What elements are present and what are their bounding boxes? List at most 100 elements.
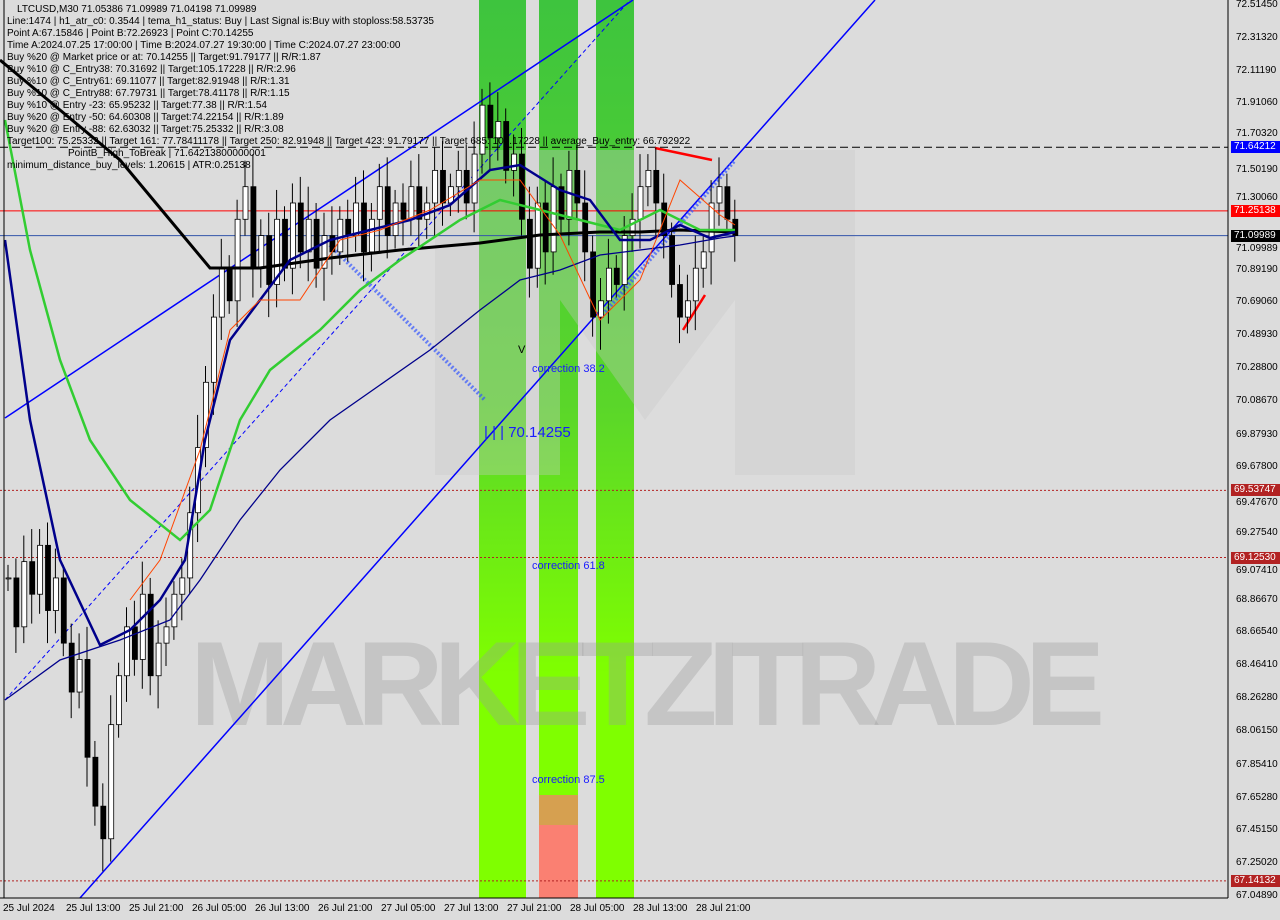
time-tick: 27 Jul 21:00 xyxy=(507,903,562,914)
price-level-tag: 69.12530 xyxy=(1231,551,1280,564)
candle-body xyxy=(242,186,249,220)
price-tick: 68.26280 xyxy=(1236,692,1278,704)
price-tick: 72.31320 xyxy=(1236,31,1278,43)
bull-zone xyxy=(539,0,578,898)
info-line: Buy %20 @ Entry -50: 64.60308 || Target:… xyxy=(7,112,284,123)
price-tick: 67.25020 xyxy=(1236,857,1278,869)
candle-body xyxy=(416,186,423,220)
candle-body xyxy=(313,218,320,269)
candle-body xyxy=(297,202,304,253)
candle-body xyxy=(440,169,446,204)
info-line: Target100: 75.25332 || Target 161: 77.78… xyxy=(7,136,691,147)
candle-body xyxy=(384,186,391,236)
candle-body xyxy=(677,284,683,318)
candle-body xyxy=(495,121,502,139)
candle-body xyxy=(250,186,257,269)
price-tick: 69.07410 xyxy=(1236,564,1278,576)
candle-body xyxy=(226,267,233,302)
price-tick: 69.87930 xyxy=(1236,428,1278,440)
point-b-label: PointB_High_ToBreak | 71.64213800000001 xyxy=(68,148,266,159)
candle-body xyxy=(487,104,494,139)
candle-body xyxy=(408,186,415,220)
time-tick: 26 Jul 21:00 xyxy=(318,903,373,914)
candles xyxy=(5,82,739,872)
price-level-tag: 69.53747 xyxy=(1231,484,1280,497)
candle-body xyxy=(131,626,138,660)
candle-body xyxy=(108,724,115,840)
candle-body xyxy=(613,267,620,285)
candle-body xyxy=(234,218,241,302)
candle-body xyxy=(700,251,707,269)
candle-body xyxy=(282,218,288,269)
price-tick: 69.47670 xyxy=(1236,497,1278,509)
ab-line xyxy=(328,243,487,402)
candle-body xyxy=(621,235,628,285)
candle-body xyxy=(361,202,367,253)
time-tick: 28 Jul 05:00 xyxy=(570,903,625,914)
candle-body xyxy=(716,186,723,204)
bull-zone xyxy=(596,0,634,898)
candle-body xyxy=(574,169,581,204)
sar-line xyxy=(129,179,736,601)
time-tick: 26 Jul 13:00 xyxy=(255,903,310,914)
candle-body xyxy=(147,593,154,677)
candle-body xyxy=(527,218,533,269)
ma-long-line xyxy=(0,58,736,270)
time-tick: 25 Jul 13:00 xyxy=(66,903,121,914)
price-tick: 68.46410 xyxy=(1236,659,1278,671)
correction-87-label: correction 87.5 xyxy=(532,774,605,786)
candle-body xyxy=(100,805,107,840)
candle-body xyxy=(637,186,644,220)
red-trend-2 xyxy=(681,294,707,331)
candle-body xyxy=(116,675,122,726)
time-tick: 27 Jul 13:00 xyxy=(444,903,499,914)
info-line: Buy %10 @ C_Entry61: 69.11077 || Target:… xyxy=(7,76,290,87)
candle-body xyxy=(503,121,510,171)
price-tick: 67.04890 xyxy=(1236,890,1278,901)
price-tick: 70.48930 xyxy=(1236,329,1278,341)
correction-38-label: correction 38.2 xyxy=(532,363,605,375)
candle-body xyxy=(724,186,731,220)
price-level-tag: 71.25138 xyxy=(1231,204,1280,217)
candle-body xyxy=(479,104,486,155)
candle-body xyxy=(455,169,462,188)
candle-body xyxy=(629,218,636,236)
price-tick: 71.09989 xyxy=(1236,242,1278,254)
info-line: minimum_distance_buy_levels: 1.20615 | A… xyxy=(7,160,251,171)
candle-body xyxy=(376,186,383,220)
time-tick: 26 Jul 05:00 xyxy=(192,903,247,914)
candle-body xyxy=(68,642,75,693)
zone-transition xyxy=(539,795,578,825)
channel-line-upper xyxy=(4,0,634,419)
info-line: Line:1474 | h1_atr_c0: 0.3544 | tema_h1_… xyxy=(7,16,434,27)
price-tick: 67.65280 xyxy=(1236,791,1278,803)
moving-averages xyxy=(0,58,736,701)
candle-body xyxy=(163,626,170,644)
candle-body xyxy=(606,267,612,302)
v-marker: V xyxy=(518,344,526,356)
candle-body xyxy=(708,202,715,253)
candle-body xyxy=(305,218,312,253)
info-line: Point A:67.15846 | Point B:72.26923 | Po… xyxy=(7,28,254,39)
candle-body xyxy=(53,577,59,611)
price-tick: 71.30060 xyxy=(1236,191,1278,203)
candle-body xyxy=(558,186,565,220)
candle-body xyxy=(155,642,162,677)
candle-body xyxy=(321,235,328,269)
candle-body xyxy=(210,316,217,383)
price-tick: 70.28800 xyxy=(1236,361,1278,373)
candle-body xyxy=(598,300,604,318)
time-tick: 28 Jul 21:00 xyxy=(696,903,751,914)
info-line: Time A:2024.07.25 17:00:00 | Time B:2024… xyxy=(7,40,401,51)
price-tick: 71.50190 xyxy=(1236,164,1278,176)
correction-61-label: correction 61.8 xyxy=(532,560,605,572)
price-tick: 72.51450 xyxy=(1236,0,1278,10)
candle-body xyxy=(289,202,296,269)
time-tick: 25 Jul 21:00 xyxy=(129,903,184,914)
candle-body xyxy=(179,577,186,595)
info-line: Buy %10 @ Entry -23: 65.95232 || Target:… xyxy=(7,100,267,111)
price-tick: 71.91060 xyxy=(1236,97,1278,109)
bear-zone xyxy=(539,820,578,898)
candle-body xyxy=(669,235,675,285)
